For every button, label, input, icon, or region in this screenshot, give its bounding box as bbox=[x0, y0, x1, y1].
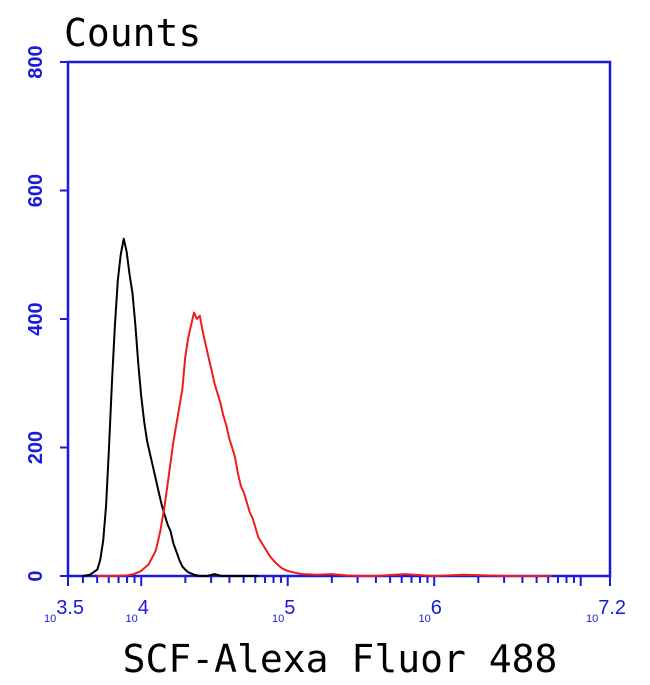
series-line-2 bbox=[97, 311, 552, 577]
y-tick-label: 0 bbox=[25, 570, 47, 581]
x-tick-label: 106 bbox=[419, 597, 442, 625]
y-tick-label: 200 bbox=[25, 431, 47, 464]
y-tick-label: 600 bbox=[25, 174, 47, 207]
series-layer bbox=[82, 237, 552, 577]
x-axis-title: SCF-Alexa Fluor 488 bbox=[123, 637, 558, 681]
x-tick-label: 105 bbox=[272, 597, 295, 625]
y-axis-title: Counts bbox=[64, 11, 201, 55]
y-axis: 0 200 400 600 800 bbox=[25, 45, 68, 582]
y-tick-label: 800 bbox=[25, 45, 47, 78]
x-tick-label: 104 bbox=[126, 597, 149, 625]
x-tick-label: 107.2 bbox=[586, 597, 626, 625]
x-tick-label: 103.5 bbox=[44, 597, 84, 625]
y-tick-label: 400 bbox=[25, 302, 47, 335]
series-line-1 bbox=[82, 237, 259, 577]
x-axis: 103.5 104 105 106 107.2 bbox=[44, 576, 626, 625]
